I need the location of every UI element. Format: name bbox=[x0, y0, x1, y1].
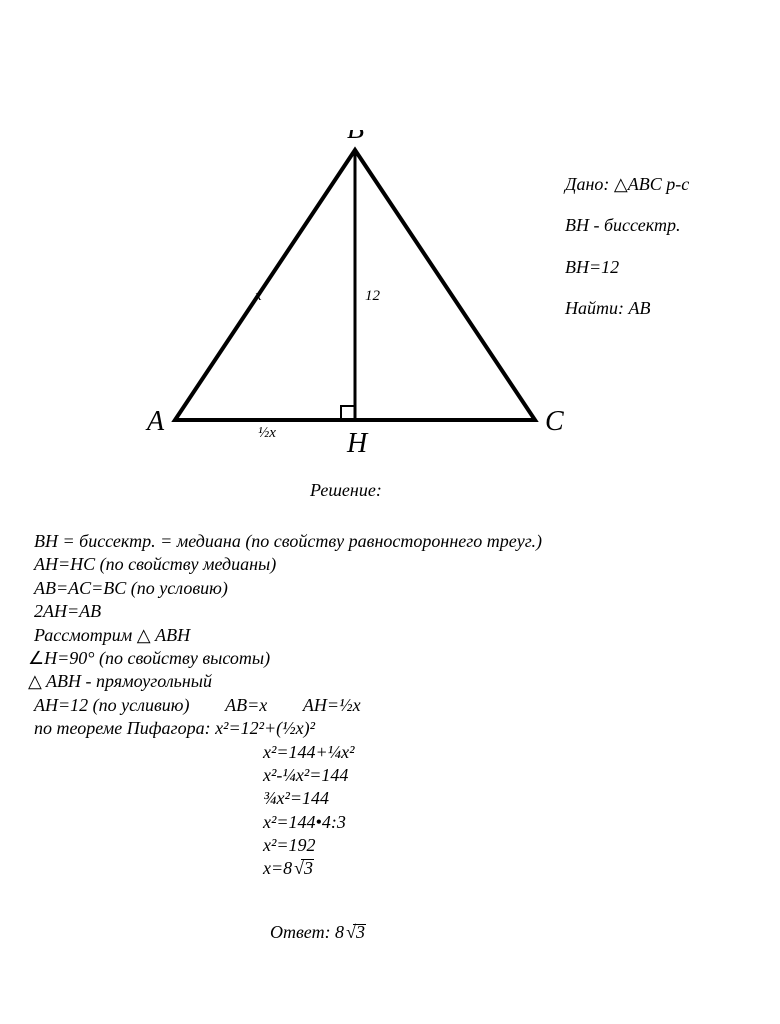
answer-radicand: 3 bbox=[356, 922, 365, 942]
given-block: Дано: △ABC р-с BH - биссектр. BH=12 Найт… bbox=[565, 155, 689, 339]
right-angle-marker bbox=[341, 406, 355, 420]
sol-l15-prefix: x=8 bbox=[263, 858, 292, 878]
side-label-12: 12 bbox=[365, 288, 381, 304]
sol-line-7: △ ABH - прямоугольный bbox=[28, 670, 748, 693]
sol-l5-rest: ABH bbox=[151, 625, 191, 645]
side-label-halfx: ½x bbox=[258, 425, 276, 441]
given-prefix: Дано: bbox=[565, 174, 614, 194]
sol-l7-rest: ABH - прямоугольный bbox=[42, 671, 212, 691]
sol-l15-radicand: 3 bbox=[304, 858, 313, 878]
sol-line-13: x²=144•4:3 bbox=[28, 811, 748, 834]
triangle-icon: △ bbox=[28, 671, 42, 691]
sol-line-8: AH=12 (по усливию) AB=x AH=½x bbox=[28, 694, 748, 717]
side-label-x: x bbox=[254, 288, 262, 304]
sqrt-icon: √3 bbox=[344, 922, 365, 943]
sol-l5-prefix: Рассмотрим bbox=[34, 625, 137, 645]
answer-prefix: Ответ: 8 bbox=[270, 922, 344, 942]
find-line: Найти: AB bbox=[565, 297, 689, 320]
vertex-B-label: B bbox=[347, 130, 364, 145]
sol-line-4: 2AH=AB bbox=[28, 600, 748, 623]
sqrt-icon: √3 bbox=[292, 857, 313, 880]
sol-line-14: x²=192 bbox=[28, 834, 748, 857]
given-line-3: BH=12 bbox=[565, 256, 689, 279]
sol-line-5: Рассмотрим △ ABH bbox=[28, 624, 748, 647]
angle-icon: ∠ bbox=[28, 648, 44, 668]
given-rest: ABC р-с bbox=[628, 174, 689, 194]
vertex-H-label: H bbox=[346, 428, 369, 459]
sol-l6-rest: H=90° (по свойству высоты) bbox=[44, 648, 270, 668]
sol-line-10: x²=144+¼x² bbox=[28, 741, 748, 764]
triangle-icon: △ bbox=[614, 174, 628, 194]
given-line-1: Дано: △ABC р-с bbox=[565, 173, 689, 196]
sol-line-2: AH=HC (по свойству медианы) bbox=[28, 553, 748, 576]
vertex-C-label: C bbox=[545, 406, 564, 437]
given-line-2: BH - биссектр. bbox=[565, 214, 689, 237]
sol-line-15: x=8√3 bbox=[28, 857, 748, 880]
sol-line-1: BH = биссектр. = медиана (по свойству ра… bbox=[28, 530, 748, 553]
triangle-icon: △ bbox=[137, 625, 151, 645]
sol-line-9: по теореме Пифагора: x²=12²+(½x)² bbox=[28, 717, 748, 740]
sol-line-3: AB=AC=BC (по условию) bbox=[28, 577, 748, 600]
sol-line-6: ∠H=90° (по свойству высоты) bbox=[28, 647, 748, 670]
sol-line-11: x²-¼x²=144 bbox=[28, 764, 748, 787]
triangle-diagram: A B C H x 12 ½x bbox=[145, 130, 565, 440]
solution-title: Решение: bbox=[310, 480, 382, 501]
solution-body: BH = биссектр. = медиана (по свойству ра… bbox=[28, 530, 748, 881]
answer-line: Ответ: 8√3 bbox=[270, 922, 365, 943]
vertex-A-label: A bbox=[145, 406, 165, 437]
sol-line-12: ¾x²=144 bbox=[28, 787, 748, 810]
